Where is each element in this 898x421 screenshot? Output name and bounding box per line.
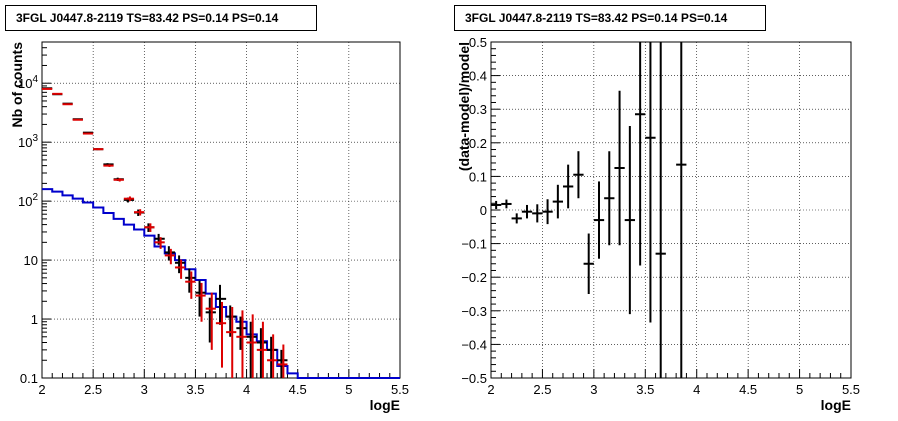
x-axis-title: logE [370, 397, 400, 413]
x-tick-label: 2 [38, 382, 45, 397]
x-tick-label: 5 [796, 382, 803, 397]
y-tick-label: 0.5 [469, 35, 487, 50]
y-tick-label: 103 [18, 133, 38, 150]
y-tick-label: −0.3 [461, 304, 487, 319]
x-tick-label: 4 [693, 382, 700, 397]
x-tick-label: 2.5 [84, 382, 102, 397]
y-tick-label: −0.2 [461, 270, 487, 285]
y-tick-label: 0.2 [469, 136, 487, 151]
x-tick-label: 2 [487, 382, 494, 397]
y-tick-label: 102 [18, 192, 38, 209]
y-axis-title: (data-model)/model [456, 42, 472, 171]
x-tick-label: 5.5 [842, 382, 860, 397]
right-chart-title: 3FGL J0447.8-2119 TS=83.42 PS=0.14 PS=0.… [454, 5, 766, 31]
y-tick-label: 104 [18, 74, 38, 91]
x-tick-label: 3 [141, 382, 148, 397]
counts-chart-svg: 2 2.5 3 3.5 4 4.5 5 5.5 0.1 1 10 102 103 104 logE Nb of… [9, 41, 409, 413]
y-tick-label: 0.1 [20, 371, 38, 386]
y-tick-label: 10 [24, 253, 38, 268]
y-tick-label: 0.3 [469, 102, 487, 117]
x-axis-title: logE [821, 397, 851, 413]
x-tick-label: 4.5 [739, 382, 757, 397]
x-tick-label: 2.5 [533, 382, 551, 397]
left-chart-panel: 2 2.5 3 3.5 4 4.5 5 5.5 0.1 1 10 102 103 104 logE Nb of… [5, 5, 409, 413]
left-chart-title: 3FGL J0447.8-2119 TS=83.42 PS=0.14 PS=0.… [5, 5, 317, 31]
y-tick-label: −0.1 [461, 237, 487, 252]
right-chart-panel: 2 2.5 3 3.5 4 4.5 5 5.5 −0.5 −0.4 −0.3 −0.2 −0.1 0 0.1… [449, 0, 898, 421]
x-tick-label: 4.5 [289, 382, 307, 397]
y-axis-title: Nb of counts [9, 42, 25, 128]
x-tick-label: 3 [590, 382, 597, 397]
y-tick-label: −0.5 [461, 371, 487, 386]
x-tick-label: 3.5 [636, 382, 654, 397]
y-tick-label: 0.1 [469, 169, 487, 184]
residual-chart-svg: 2 2.5 3 3.5 4 4.5 5 5.5 −0.5 −0.4 −0.3 −0.2 −0.1 0 0.1… [456, 35, 860, 413]
x-tick-label: 3.5 [186, 382, 204, 397]
y-tick-label: 0 [480, 203, 487, 218]
y-tick-label: 0.4 [469, 69, 487, 84]
y-tick-label: 1 [31, 312, 38, 327]
x-tick-label: 5 [345, 382, 352, 397]
y-tick-label: −0.4 [461, 337, 487, 352]
x-tick-label: 5.5 [391, 382, 409, 397]
x-tick-label: 4 [243, 382, 250, 397]
